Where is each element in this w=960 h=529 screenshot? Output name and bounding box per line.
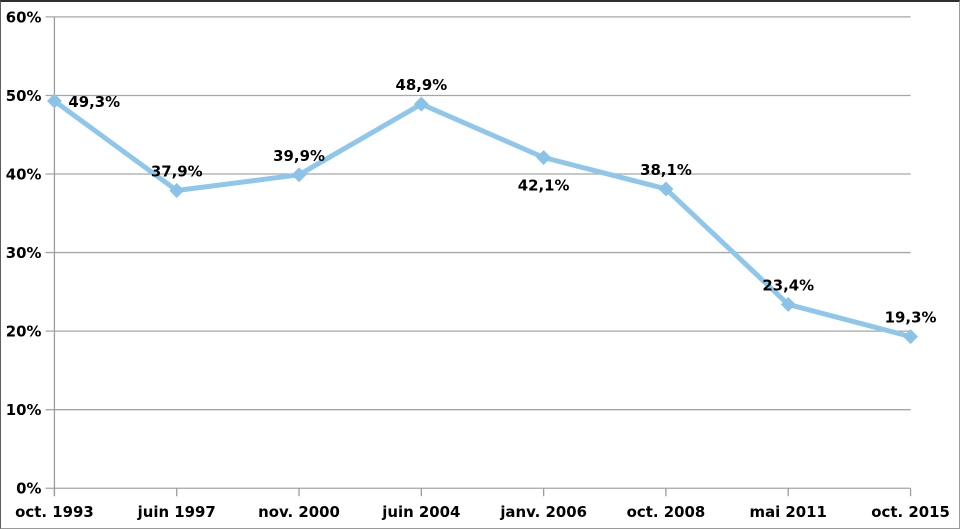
x-axis-tick-label: oct. 1993 (15, 503, 94, 521)
y-axis-tick-label: 60% (6, 8, 42, 26)
y-axis-tick-label: 20% (6, 323, 42, 341)
x-axis-tick-label: juin 1997 (137, 503, 216, 521)
data-point-label: 38,1% (640, 161, 692, 179)
x-axis-tick-label: mai 2011 (750, 503, 827, 521)
data-point-label: 48,9% (395, 76, 447, 94)
data-point-marker (291, 167, 307, 183)
y-axis-tick-label: 10% (6, 401, 42, 419)
data-point-marker (46, 93, 62, 109)
y-axis-tick-label: 30% (6, 244, 42, 262)
data-labels-group: 49,3% 37,9% 39,9% 48,9% 42,1% 38,1% 23,4% 19,3% (68, 76, 936, 327)
data-point-label: 23,4% (762, 276, 814, 294)
x-axis-tick-label: oct. 2015 (871, 503, 950, 521)
data-point-label: 37,9% (151, 163, 203, 181)
data-point-marker (658, 181, 674, 197)
y-axis-tick-labels: 60% 50% 40% 30% 20% 10% 0% (6, 8, 42, 497)
data-point-marker (536, 150, 552, 165)
data-point-label: 19,3% (885, 309, 937, 327)
data-point-label: 49,3% (68, 93, 120, 111)
series-line (51, 98, 914, 340)
axes-group (53, 16, 912, 497)
x-axis-tick-label: oct. 2008 (627, 503, 706, 521)
data-point-marker (413, 96, 429, 112)
data-point-label: 39,9% (273, 147, 325, 165)
gridlines-group (45, 16, 911, 489)
x-axis-tick-label: janv. 2006 (499, 503, 587, 521)
x-axis-tick-label: juin 2004 (381, 503, 460, 521)
y-axis-tick-label: 0% (16, 480, 41, 498)
series-group (51, 98, 914, 340)
y-axis-tick-label: 50% (6, 87, 42, 105)
x-axis-tick-labels: oct. 1993 juin 1997 nov. 2000 juin 2004 janv… (15, 503, 950, 521)
data-point-label: 42,1% (518, 176, 570, 194)
y-axis-tick-label: 40% (6, 165, 42, 183)
x-axis-tick-label: nov. 2000 (258, 503, 340, 521)
